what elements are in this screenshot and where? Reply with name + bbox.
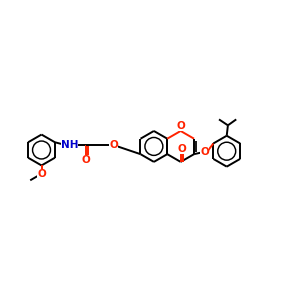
Text: O: O: [81, 155, 90, 165]
Text: O: O: [37, 169, 46, 179]
Text: O: O: [110, 140, 118, 150]
Text: NH: NH: [61, 140, 78, 150]
Text: O: O: [200, 147, 209, 157]
Text: O: O: [176, 121, 185, 131]
Text: O: O: [177, 144, 186, 154]
